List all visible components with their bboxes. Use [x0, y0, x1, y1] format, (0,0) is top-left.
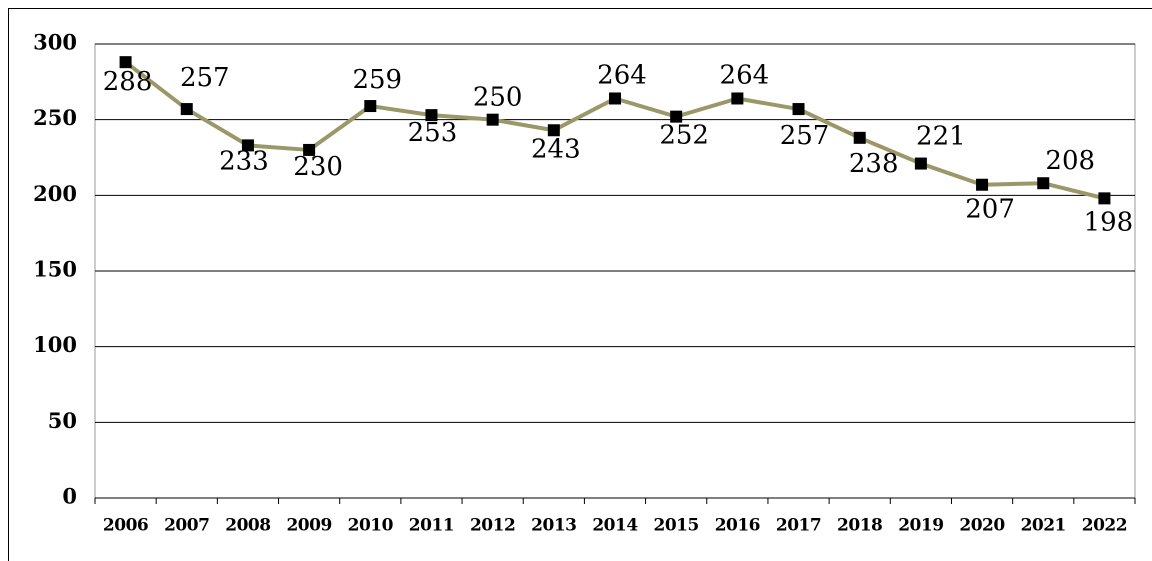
marker: [303, 143, 316, 156]
x-tick-label: 2009: [286, 516, 331, 536]
data-label: 264: [720, 60, 770, 90]
data-label: 233: [219, 146, 269, 176]
marker: [914, 157, 927, 170]
data-label: 250: [473, 83, 523, 113]
x-tick-label: 2006: [103, 516, 148, 536]
data-label: 207: [965, 195, 1015, 225]
data-label: 252: [659, 121, 709, 151]
data-label: 230: [293, 152, 343, 182]
marker: [1098, 192, 1111, 205]
marker: [119, 56, 132, 69]
data-label: 253: [408, 118, 458, 148]
y-tick-label: 250: [33, 105, 77, 130]
y-tick-label: 50: [48, 408, 77, 433]
data-label: 264: [597, 60, 647, 90]
x-tick-label: 2013: [531, 516, 576, 536]
y-tick-label: 150: [33, 257, 77, 282]
x-tick-label: 2010: [348, 516, 394, 536]
x-tick-label: 2014: [592, 516, 638, 536]
y-tick-label: 0: [62, 484, 77, 509]
data-label: 257: [780, 121, 830, 151]
y-tick-label: 300: [33, 30, 77, 55]
x-tick-label: 2019: [898, 516, 943, 536]
marker: [241, 139, 254, 152]
y-tick-label: 200: [33, 181, 77, 206]
marker: [792, 103, 805, 116]
data-label: 288: [103, 67, 153, 97]
x-tick-label: 2012: [470, 516, 515, 536]
marker: [180, 103, 193, 116]
data-label: 208: [1045, 146, 1095, 176]
x-tick-label: 2016: [715, 516, 760, 536]
data-label: 243: [531, 134, 581, 164]
x-tick-label: 2008: [225, 516, 270, 536]
data-label: 238: [849, 149, 899, 179]
x-tick-label: 2017: [776, 516, 821, 536]
x-tick-label: 2011: [409, 516, 454, 536]
marker: [1037, 177, 1050, 190]
x-tick-label: 2007: [164, 516, 209, 536]
x-tick-label: 2022: [1082, 516, 1127, 536]
marker: [364, 100, 377, 113]
marker: [609, 92, 621, 105]
marker: [976, 178, 989, 191]
marker: [670, 110, 683, 123]
data-label: 198: [1084, 207, 1134, 237]
data-label: 257: [180, 63, 230, 93]
data-label: 259: [352, 65, 402, 95]
marker: [547, 124, 560, 137]
x-tick-label: 2021: [1021, 516, 1066, 536]
chart-border: [8, 8, 1152, 561]
marker: [425, 109, 438, 122]
marker: [853, 131, 866, 144]
x-tick-label: 2015: [654, 516, 699, 536]
x-tick-label: 2020: [959, 516, 1005, 536]
data-label: 221: [916, 122, 966, 152]
y-tick-label: 100: [33, 332, 77, 357]
marker: [486, 113, 499, 126]
marker: [731, 92, 744, 105]
x-tick-label: 2018: [837, 516, 882, 536]
